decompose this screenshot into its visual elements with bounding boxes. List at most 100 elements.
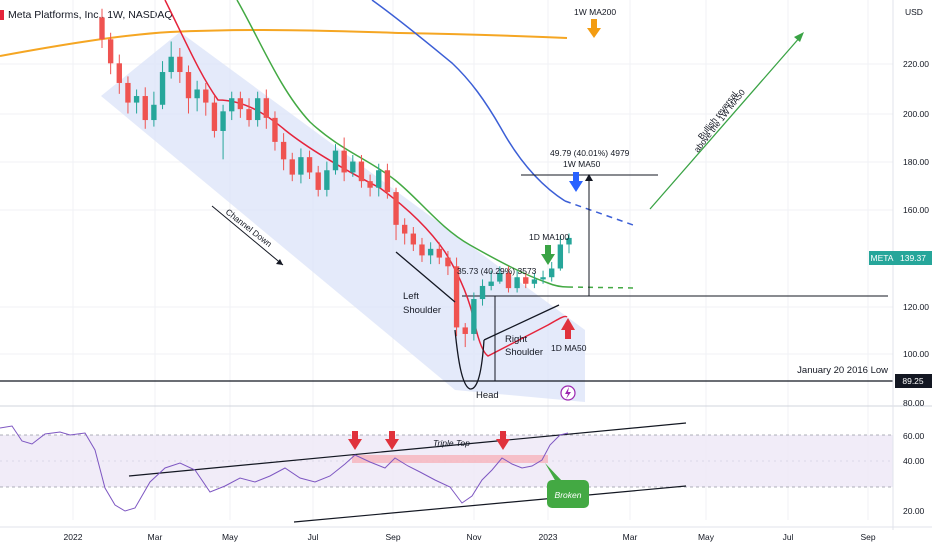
triple-top-arrows: [348, 431, 510, 450]
candle-body: [289, 159, 295, 175]
candle-body: [479, 285, 486, 300]
rsi-tick: 20.00: [903, 506, 925, 516]
candle-body: [116, 63, 122, 83]
channel-down-arrowhead: [276, 259, 283, 265]
candle-body: [220, 111, 226, 131]
candle-body: [471, 299, 477, 334]
broken-callout: Broken: [545, 463, 589, 508]
time-tick: Sep: [385, 532, 400, 542]
right-shoulder-stroke: [483, 304, 560, 341]
candle-body: [159, 72, 166, 105]
bullish-arrowhead: [794, 32, 804, 42]
candle-body: [445, 257, 451, 267]
rsi-tick: 60.00: [903, 431, 925, 441]
candle-body: [306, 157, 313, 173]
candle-body: [488, 281, 494, 286]
candle-body: [367, 181, 373, 188]
candle-body: [315, 172, 321, 190]
rsi-line: [0, 425, 569, 512]
candle-body: [402, 224, 408, 234]
jan-2016-low-label: January 20 2016 Low: [797, 365, 888, 376]
candle-body: [427, 248, 434, 256]
ma-weekly-50-line: [371, 0, 566, 202]
candle-body: [99, 17, 105, 40]
last-price-label: 139.37: [900, 253, 926, 263]
candle-body: [505, 272, 512, 289]
ma-red-line: [164, 0, 568, 357]
price-tick: 80.00: [903, 398, 925, 408]
time-tick: Mar: [623, 532, 638, 542]
triple-top-label: Triple Top: [433, 438, 470, 448]
candle-body: [125, 82, 131, 103]
currency-label: USD: [905, 7, 923, 17]
measure-mid-label: 35.73 (40.29%) 3573: [457, 266, 537, 276]
candle-body: [168, 56, 174, 73]
candle-body: [393, 192, 399, 225]
time-tick: 2023: [539, 532, 558, 542]
candle-body: [453, 266, 460, 328]
candle-body: [497, 272, 503, 282]
candle-body: [142, 96, 148, 121]
rsi-ticks: 60.00 40.00 20.00: [903, 431, 925, 516]
candle-body: [133, 96, 140, 103]
ma50w-label: 1W MA50: [563, 159, 601, 169]
ma50d-label: 1D MA50: [551, 343, 587, 353]
candle-body: [549, 268, 555, 278]
ma100d-arrow-icon: [541, 245, 555, 265]
rsi-lower-trendline: [293, 485, 687, 523]
candle-body: [263, 98, 269, 118]
time-tick: May: [222, 532, 239, 542]
ma100d-label: 1D MA100: [529, 232, 569, 242]
candle-body: [419, 244, 425, 256]
broken-label: Broken: [555, 490, 582, 500]
price-tick: 120.00: [903, 302, 929, 312]
candle-body: [531, 279, 538, 284]
head-label: Head: [476, 390, 499, 401]
candle-body: [462, 327, 468, 334]
right-shoulder-label-1: Right: [505, 334, 528, 345]
earnings-icon[interactable]: [560, 385, 576, 401]
ticker-badge: META: [869, 251, 895, 265]
last-price-badge: 139.37: [895, 251, 932, 265]
candle-body: [523, 277, 529, 284]
candles-group: [99, 8, 572, 348]
left-shoulder-stroke: [395, 251, 456, 303]
candle-body: [272, 117, 278, 142]
time-tick: Jul: [783, 532, 794, 542]
candle-body: [350, 161, 356, 173]
candle-body: [358, 161, 365, 182]
triple-top-zone: [352, 455, 548, 463]
ticker-label: META: [871, 253, 894, 263]
head-curve: [454, 329, 485, 390]
time-tick: May: [698, 532, 715, 542]
candle-body: [107, 39, 114, 64]
candle-body: [540, 277, 546, 280]
candle-body: [229, 98, 235, 112]
price-ticks: 220.00 200.00 180.00 160.00 120.00 100.0…: [903, 59, 929, 408]
time-tick: Sep: [860, 532, 875, 542]
ma200-label: 1W MA200: [574, 7, 616, 17]
candle-body: [514, 277, 520, 289]
candle-body: [436, 248, 442, 258]
time-tick: Mar: [148, 532, 163, 542]
ma-green-line: [236, 0, 569, 288]
candle-body: [557, 244, 564, 269]
channel-down-arrow-line: [211, 205, 284, 266]
ma-weekly-50-projection: [564, 200, 637, 227]
time-tick: 2022: [64, 532, 83, 542]
candle-body: [384, 170, 391, 193]
time-tick: Nov: [466, 532, 482, 542]
ma200-line: [0, 29, 568, 57]
low-price-badge: 89.25: [895, 374, 932, 388]
logo-mark: [0, 10, 4, 20]
ma200-arrow-icon: [587, 19, 601, 38]
candle-body: [410, 233, 417, 245]
candle-body: [341, 150, 347, 173]
candle-body: [254, 98, 261, 121]
measure-top-label: 49.79 (40.01%) 4979: [550, 148, 630, 158]
candle-body: [185, 72, 192, 99]
candle-body: [280, 141, 287, 160]
candle-body: [177, 56, 183, 73]
triple-top-arrow-1-icon: [348, 431, 362, 450]
